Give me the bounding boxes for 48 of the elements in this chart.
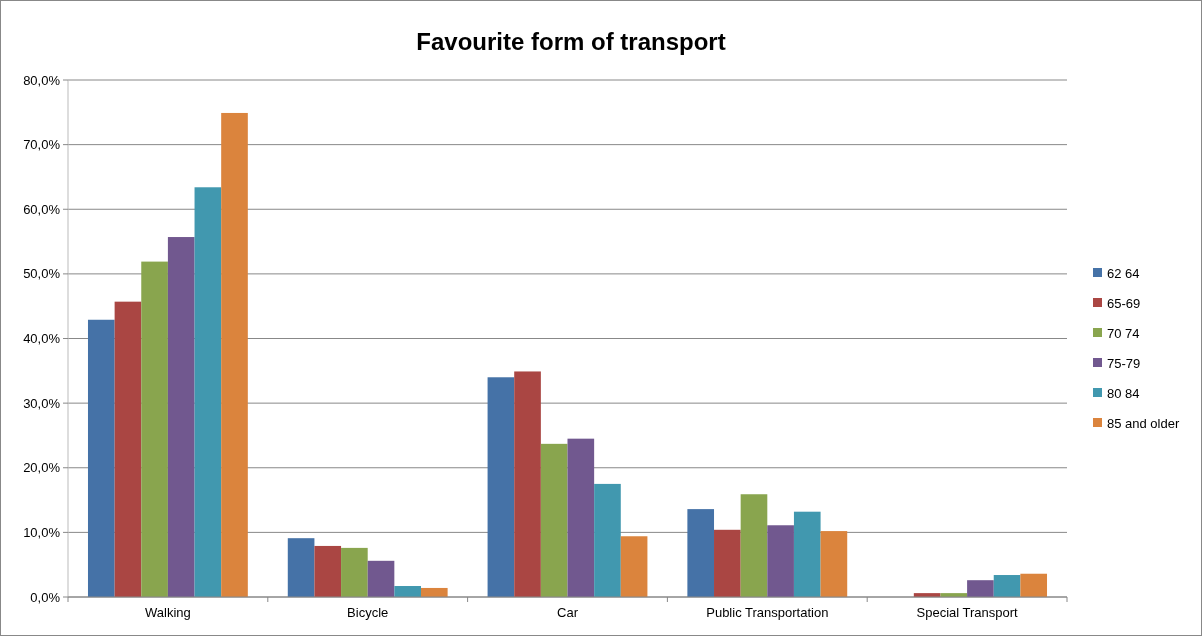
y-tick-label: 50,0% xyxy=(23,266,61,282)
bar xyxy=(594,483,621,597)
bar xyxy=(487,377,515,597)
bar xyxy=(221,112,248,597)
bar xyxy=(514,371,541,597)
bar xyxy=(341,547,368,597)
bar xyxy=(620,536,648,597)
y-tick-label: 0,0% xyxy=(30,589,61,605)
x-tick-label: Special Transport xyxy=(916,605,1019,620)
x-tick-label: Bicycle xyxy=(347,605,389,620)
bar xyxy=(114,301,142,597)
chart-title: Favourite form of transport xyxy=(416,28,726,55)
legend-label: 80 84 xyxy=(1107,385,1140,401)
bar xyxy=(314,545,342,597)
y-tick-label: 30,0% xyxy=(23,395,61,411)
bar xyxy=(367,560,395,597)
bar xyxy=(993,575,1021,597)
bar xyxy=(687,509,715,597)
bar xyxy=(967,580,994,597)
legend-label: 85 and older xyxy=(1107,415,1180,431)
bar xyxy=(194,187,222,597)
bar xyxy=(793,511,821,597)
bar xyxy=(767,525,794,597)
bar xyxy=(287,538,315,597)
legend-label: 62 64 xyxy=(1107,265,1140,281)
legend-label: 75-79 xyxy=(1107,355,1141,371)
bar xyxy=(567,438,595,597)
y-tick-label: 60,0% xyxy=(23,201,61,217)
bar xyxy=(820,531,848,597)
legend-label: 70 74 xyxy=(1107,325,1140,341)
y-tick-label: 20,0% xyxy=(23,460,61,476)
bar xyxy=(420,587,448,597)
x-tick-label: Public Transportation xyxy=(706,605,829,620)
y-tick-label: 70,0% xyxy=(23,137,61,153)
bar xyxy=(141,261,168,597)
legend-label: 65-69 xyxy=(1107,295,1141,311)
y-tick-label: 10,0% xyxy=(23,524,61,540)
y-tick-label: 40,0% xyxy=(23,331,61,347)
bar xyxy=(1020,573,1048,597)
x-tick-label: Car xyxy=(557,605,579,620)
y-tick-label: 80,0% xyxy=(23,72,61,88)
bar xyxy=(167,237,195,597)
bar xyxy=(394,586,421,597)
bar xyxy=(740,494,768,597)
bar xyxy=(714,529,741,597)
x-tick-label: Walking xyxy=(145,605,191,620)
bar xyxy=(87,319,115,597)
bar xyxy=(540,443,568,597)
